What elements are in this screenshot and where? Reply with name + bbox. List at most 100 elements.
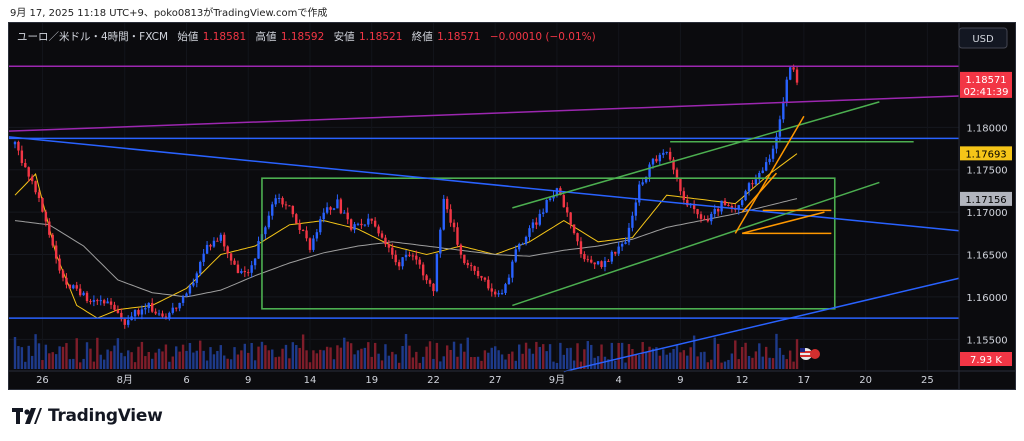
y-tick-label: 1.16000 (966, 293, 1007, 304)
candle-body (631, 215, 634, 228)
candle-body (343, 212, 346, 214)
candle-body (305, 230, 308, 239)
range-rectangle (261, 177, 836, 310)
volume-bar (219, 345, 222, 369)
candle-body (223, 234, 226, 247)
candle-body (78, 288, 82, 296)
volume-bar (384, 344, 387, 369)
volume-bar (727, 359, 730, 369)
volume-bar (260, 341, 264, 369)
candle-body (404, 254, 408, 258)
legend-low: 1.18521 (359, 31, 402, 43)
candle-body (428, 280, 432, 284)
candle-body (151, 303, 154, 312)
volume-bar (75, 338, 78, 369)
chart-panel[interactable]: 1.18000 1.17500 1.17000 1.16500 1.16000 1.155… (0, 22, 1016, 390)
candle-body (456, 227, 459, 245)
volume-bar (24, 361, 27, 369)
volume-bar (380, 360, 384, 369)
candle-body (408, 254, 411, 256)
volume-bar (322, 350, 325, 369)
axes: 1.18000 1.17500 1.17000 1.16500 1.16000 1.155… (9, 23, 1015, 389)
candle-body (202, 253, 205, 262)
channel-line (512, 181, 880, 307)
candle-body (377, 226, 380, 234)
volume-bar (696, 356, 699, 369)
volume-bar (99, 354, 102, 369)
svg-text:ユーロ／米ドル・4時間・FXCM 始値: ユーロ／米ドル・4時間・FXCM 始値 1.18581 高値 1.18592 安… (17, 30, 596, 43)
candle-body (116, 309, 120, 313)
volume-bar (634, 354, 638, 369)
candle-body (226, 246, 229, 254)
candle-body (483, 277, 487, 280)
volume-bar (284, 344, 288, 369)
candle-body (593, 262, 596, 265)
volume-bar (686, 355, 689, 369)
candle-body (740, 200, 744, 206)
candle-body (500, 292, 504, 294)
candle-body (394, 254, 397, 263)
volume-bar (329, 347, 332, 369)
candle-body (504, 284, 507, 293)
volume-bar (744, 342, 747, 369)
volume-bar (65, 343, 68, 369)
volume-bar (34, 334, 37, 369)
volume-bar (730, 353, 734, 369)
candle-body (161, 313, 164, 317)
candle-body (96, 300, 99, 302)
candle-body (614, 251, 617, 254)
volume-bar (758, 343, 761, 369)
candle-body (487, 279, 490, 289)
volume-bar (349, 343, 353, 369)
volume-bar (415, 351, 418, 369)
volume-bar (58, 346, 61, 369)
volume-bar (675, 345, 679, 369)
volume-bar (89, 348, 92, 369)
volume-bars (13, 333, 799, 369)
volume-bar (449, 349, 452, 369)
volume-bar (44, 344, 48, 369)
volume-bar (710, 359, 713, 369)
candle-body (367, 218, 370, 225)
candle-body (140, 309, 144, 315)
volume-bar (706, 362, 710, 369)
candle-body (102, 300, 106, 304)
brand-name: TradingView (48, 406, 163, 426)
candle-body (44, 211, 48, 222)
candle-body (349, 219, 353, 230)
candle-body (644, 176, 648, 183)
volume-bar (229, 359, 233, 369)
volume-bar (41, 360, 44, 369)
candle-body (387, 244, 391, 248)
candle-body (68, 284, 72, 289)
currency-label[interactable]: USD (972, 34, 994, 45)
candle-body (607, 260, 610, 262)
candle-body (744, 191, 747, 201)
candle-body (216, 240, 219, 242)
candle-body (243, 271, 247, 273)
candle-body (271, 204, 274, 216)
volume-bar (85, 342, 89, 369)
price-chart[interactable]: 1.18000 1.17500 1.17000 1.16500 1.16000 1.155… (0, 23, 1015, 389)
volume-bar (569, 347, 572, 369)
candle-body (566, 207, 569, 213)
candle-body (617, 246, 620, 254)
volume-bar (542, 344, 545, 369)
candle-body (672, 159, 675, 170)
candle-body (24, 162, 27, 168)
candle-body (473, 266, 476, 271)
volume-bar (768, 357, 771, 369)
volume-bar (699, 352, 703, 369)
x-tick-label: 19 (365, 375, 378, 386)
candle-body (319, 219, 322, 233)
legend-close: 1.18571 (437, 31, 480, 43)
candle-body (730, 206, 734, 209)
volume-bar (648, 346, 651, 369)
candle-body (452, 222, 456, 228)
candle-body (54, 245, 58, 259)
candle-body (188, 285, 192, 294)
currency-button[interactable]: USD (958, 27, 1008, 49)
volume-bar (435, 342, 439, 369)
candle-body (531, 222, 535, 229)
